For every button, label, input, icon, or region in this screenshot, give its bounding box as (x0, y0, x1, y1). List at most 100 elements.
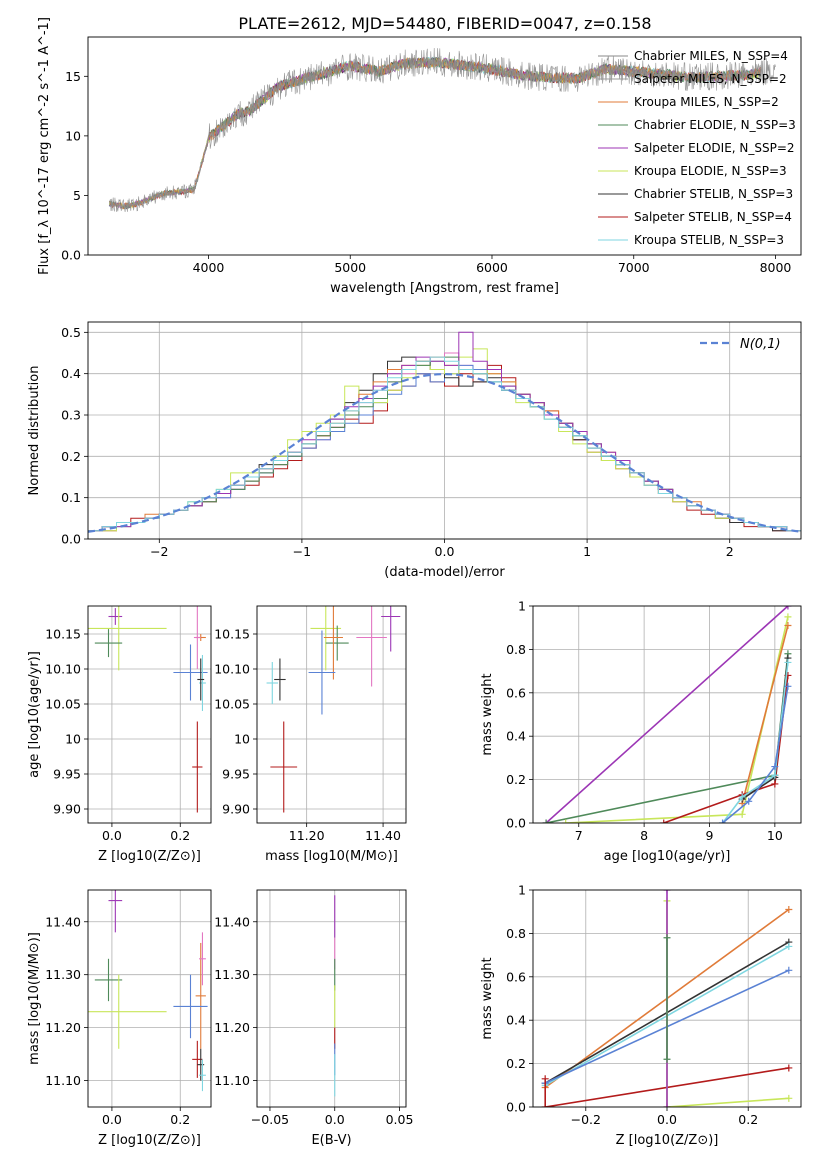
y-tick-label: 9.90 (53, 802, 81, 817)
residuals-panel: −2 −1 0.0 1 2 0.0 0.1 0.2 0.3 0.4 0.5 (data-model)/… (27, 321, 802, 580)
y-tick-label: 0.6 (506, 969, 526, 984)
plus-marker (771, 771, 779, 779)
plus-marker (663, 890, 671, 894)
plus-marker (738, 810, 746, 818)
x-tick-label: 0.2 (170, 828, 190, 843)
y-tick-label: 10 (65, 732, 81, 747)
mass-weight-line (565, 616, 789, 823)
y-tick-label: 0.3 (61, 408, 81, 423)
x-tick-label: 10 (767, 828, 783, 843)
y-tick-label: 0.4 (61, 366, 81, 381)
plot-area (88, 331, 801, 539)
mass-weight-line (741, 625, 789, 804)
y-tick-label: 11.20 (214, 1020, 250, 1035)
x-axis-label: (data-model)/error (384, 565, 505, 580)
mass-weight-line (544, 1067, 789, 1107)
x-tick-label: 0.0 (102, 1112, 122, 1127)
plus-marker (771, 763, 779, 771)
axes-frame (87, 36, 802, 256)
spectrum-line (109, 47, 776, 213)
errorbar-point (274, 658, 286, 701)
plot-area (541, 890, 793, 1107)
x-axis-label: Z [log10(Z/Z⊙)] (98, 1133, 201, 1148)
errorbar-point (88, 974, 167, 1049)
plus-marker (541, 1075, 549, 1083)
plus-marker (784, 622, 792, 630)
plus-marker (562, 819, 570, 823)
x-tick-label: 7 (575, 828, 583, 843)
y-tick-label: 1 (518, 599, 526, 614)
errorbar-point (323, 606, 343, 680)
y-tick-label: 11.40 (45, 914, 81, 929)
errorbar-point (88, 606, 167, 671)
errorbar-point (270, 721, 298, 813)
plus-marker (785, 942, 793, 950)
mass-vs-ebv-panel: −0.05 0.0 0.05 11.10 11.20 11.30 11.40 E(B-V) (214, 889, 414, 1148)
axes-frame (87, 605, 212, 824)
figure-title: PLATE=2612, MJD=54480, FIBERID=0047, z=0… (238, 14, 651, 33)
y-tick-label: 10.10 (45, 662, 81, 677)
axes-frame (532, 605, 802, 824)
y-tick-label: 0.8 (506, 642, 526, 657)
x-tick-label: 7000 (618, 260, 650, 275)
legend-label: Kroupa STELIB, N_SSP=3 (634, 233, 784, 247)
x-tick-label: 8000 (760, 260, 792, 275)
x-tick-label: 8 (640, 828, 648, 843)
y-tick-label: 0.5 (61, 325, 81, 340)
mass-weight-vs-metallicity-panel: −0.2 0.0 0.2 0.0 0.2 0.4 0.6 0.8 1 Z [log10(Z/Z⊙)… (480, 883, 802, 1148)
plus-marker (784, 682, 792, 690)
errorbar-point (266, 662, 279, 704)
y-tick-label: 0.2 (506, 772, 526, 787)
axes-frame (532, 889, 802, 1108)
x-tick-label: 0.2 (738, 1112, 758, 1127)
y-axis-label: mass weight (480, 957, 495, 1039)
x-tick-label: −1 (293, 544, 311, 559)
x-tick-label: 0.0 (102, 828, 122, 843)
errorbar-point (381, 606, 401, 652)
plus-marker (785, 1064, 793, 1072)
y-tick-label: 0.8 (506, 926, 526, 941)
errorbar-point (195, 942, 206, 1049)
x-axis-label: mass [log10(M/M⊙)] (265, 849, 398, 864)
plus-marker (784, 606, 792, 610)
plus-marker (660, 819, 668, 823)
errorbar-point (356, 606, 387, 687)
errorbar-point (193, 606, 201, 669)
y-tick-label: 0.4 (506, 729, 526, 744)
plot-area (88, 606, 208, 813)
plus-marker (663, 1055, 671, 1063)
errorbar-point (199, 655, 206, 711)
x-axis-label: age [log10(age/yr)] (604, 849, 731, 864)
x-axis-label: wavelength [Angstrom, rest frame] (330, 281, 559, 296)
errorbar-point (94, 958, 123, 1002)
normal-curve (88, 372, 801, 533)
x-tick-label: −2 (150, 544, 168, 559)
y-tick-label: 5 (73, 188, 81, 203)
x-tick-label: −0.05 (251, 1112, 289, 1127)
mass-weight-line (721, 662, 789, 823)
errorbar-point (308, 630, 336, 715)
legend-label: Chabrier MILES, N_SSP=4 (634, 49, 788, 63)
y-axis-label: Flux [f_λ 10^-17 erg cm^-2 s^-1 A^-1] (37, 17, 52, 275)
errorbar-point (173, 644, 208, 701)
plus-marker (541, 1103, 549, 1107)
plus-marker (771, 780, 779, 788)
legend: Chabrier MILES, N_SSP=4 Salpeter MILES, N… (598, 49, 796, 247)
y-tick-label: 1 (518, 883, 526, 898)
y-tick-label: 10.15 (45, 627, 81, 642)
plot-area (542, 606, 792, 823)
y-tick-label: 10.05 (45, 697, 81, 712)
mass-weight-line (666, 900, 789, 1107)
x-tick-label: 11.20 (289, 828, 325, 843)
x-tick-label: 0.05 (386, 1112, 414, 1127)
y-tick-label: 0.2 (506, 1056, 526, 1071)
x-tick-label: 2 (726, 544, 734, 559)
errorbar-point (310, 606, 342, 671)
legend-label: Chabrier ELODIE, N_SSP=3 (634, 118, 796, 132)
x-axis-label: Z [log10(Z/Z⊙)] (616, 1133, 719, 1148)
mass-weight-vs-age-panel: 7 8 9 10 0.0 0.2 0.4 0.6 0.8 1 age [log10(age/yr)]… (480, 599, 802, 864)
y-axis-label: age [log10(age/yr)] (27, 651, 42, 778)
y-tick-label: 0.0 (61, 248, 81, 263)
x-tick-label: 1 (583, 544, 591, 559)
